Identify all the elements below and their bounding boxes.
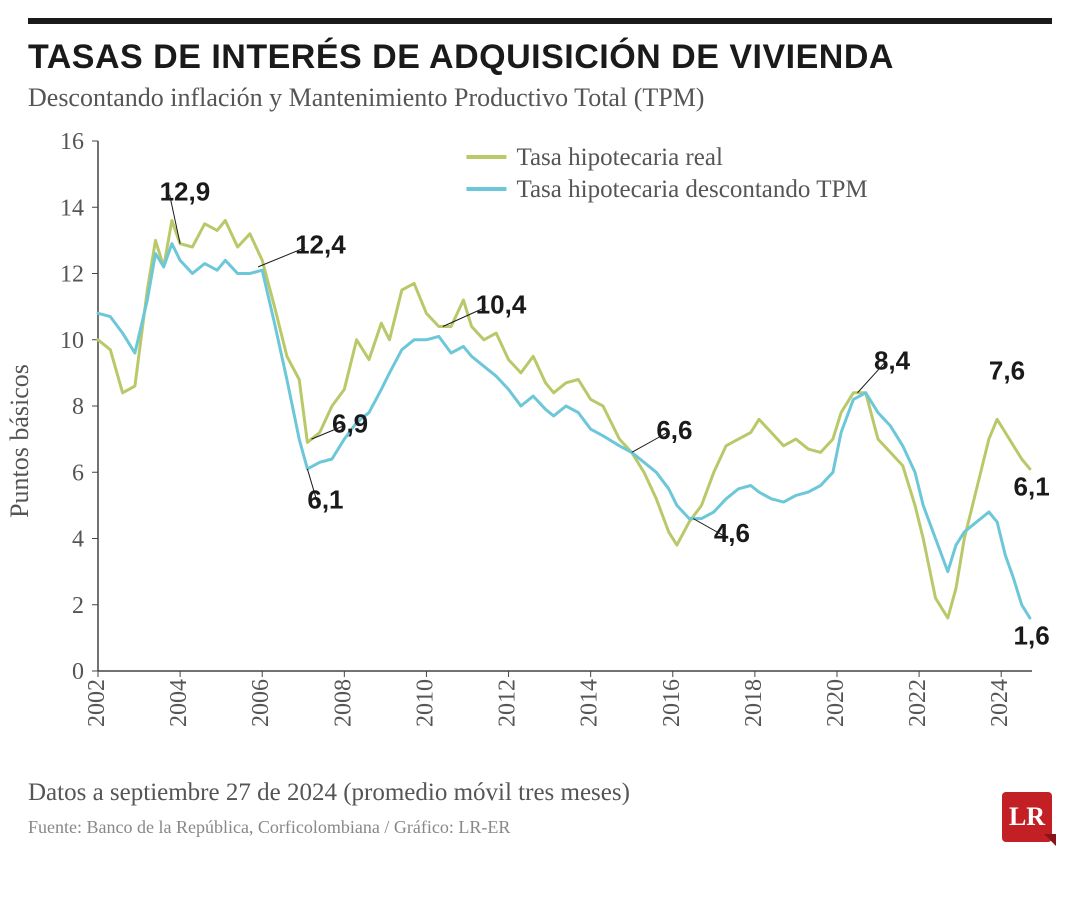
- svg-text:16: 16: [60, 131, 84, 155]
- svg-text:Tasa hipotecaria descontando T: Tasa hipotecaria descontando TPM: [516, 176, 867, 203]
- svg-text:10,4: 10,4: [476, 289, 527, 319]
- svg-text:2020: 2020: [823, 679, 849, 727]
- top-rule: [28, 18, 1052, 24]
- svg-text:2: 2: [72, 593, 84, 619]
- svg-text:2014: 2014: [577, 679, 603, 727]
- svg-text:2002: 2002: [84, 679, 110, 727]
- svg-text:12: 12: [60, 262, 84, 288]
- svg-text:2022: 2022: [905, 679, 931, 727]
- svg-text:4,6: 4,6: [714, 518, 750, 548]
- svg-text:12,9: 12,9: [160, 177, 211, 207]
- svg-text:6: 6: [72, 460, 84, 486]
- svg-text:7,6: 7,6: [989, 356, 1025, 386]
- svg-text:Tasa hipotecaria real: Tasa hipotecaria real: [516, 144, 723, 171]
- y-axis-label: Puntos básicos: [5, 364, 35, 518]
- svg-text:1,6: 1,6: [1014, 621, 1050, 651]
- svg-text:2016: 2016: [659, 679, 685, 727]
- svg-text:6,9: 6,9: [332, 409, 368, 439]
- publisher-logo: LR: [1002, 792, 1052, 842]
- chart-subtitle: Descontando inflación y Mantenimiento Pr…: [28, 83, 1052, 113]
- svg-text:12,4: 12,4: [295, 230, 346, 260]
- svg-text:4: 4: [72, 527, 84, 553]
- chart-area: Puntos básicos 0246810121416200220042006…: [28, 131, 1052, 751]
- svg-text:2018: 2018: [741, 679, 767, 727]
- svg-text:10: 10: [60, 328, 84, 354]
- svg-text:8: 8: [72, 394, 84, 420]
- svg-text:2004: 2004: [166, 679, 192, 727]
- svg-text:6,1: 6,1: [307, 485, 343, 515]
- svg-text:2012: 2012: [495, 679, 521, 727]
- svg-text:2024: 2024: [987, 679, 1013, 727]
- svg-text:8,4: 8,4: [874, 346, 911, 376]
- publisher-logo-text: LR: [1009, 802, 1045, 832]
- svg-text:0: 0: [72, 659, 84, 685]
- svg-text:2006: 2006: [248, 679, 274, 727]
- svg-text:6,6: 6,6: [656, 415, 692, 445]
- chart-title: TASAS DE INTERÉS DE ADQUISICIÓN DE VIVIE…: [28, 38, 1052, 77]
- svg-text:2008: 2008: [330, 679, 356, 727]
- svg-text:14: 14: [60, 195, 84, 221]
- chart-source: Fuente: Banco de la República, Corficolo…: [28, 817, 1052, 838]
- line-chart: 0 2 4 6 8 10 12 14 16 2002 2004 2006 2008 2010 2012 201…: [28, 131, 1052, 751]
- svg-text:6,1: 6,1: [1014, 471, 1050, 501]
- svg-text:2010: 2010: [412, 679, 438, 727]
- chart-footnote: Datos a septiembre 27 de 2024 (promedio …: [28, 779, 1052, 807]
